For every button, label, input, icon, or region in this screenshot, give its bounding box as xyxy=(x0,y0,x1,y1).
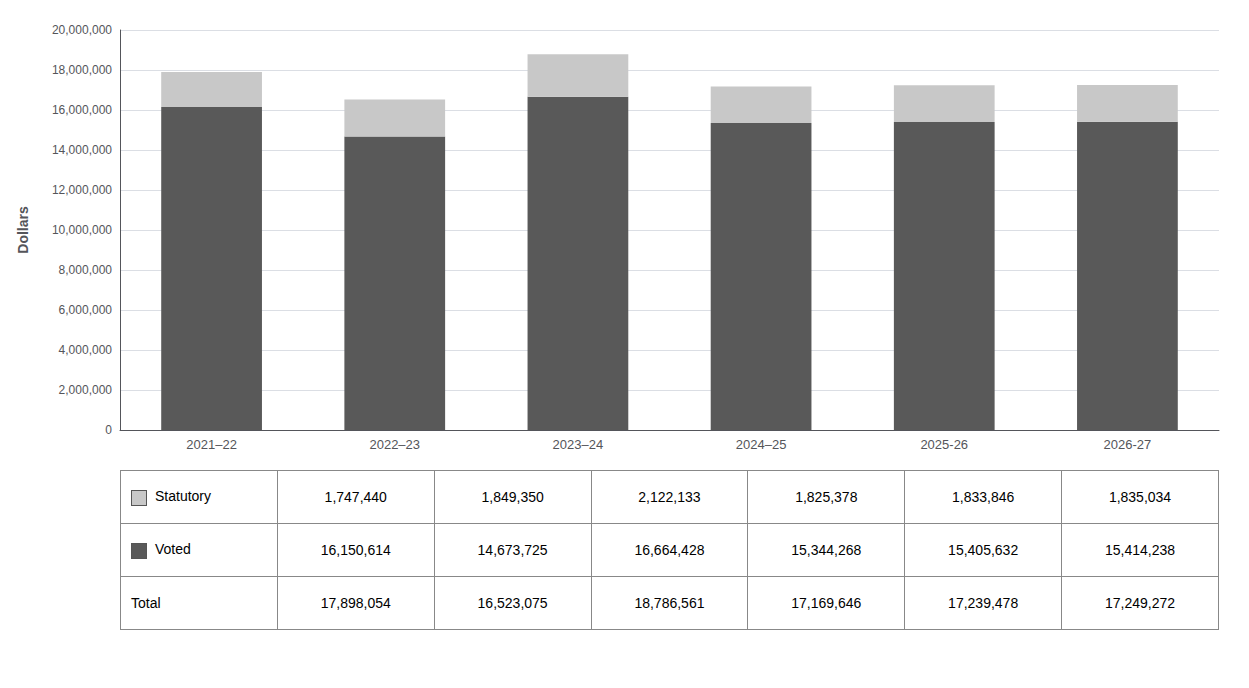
svg-text:2022–23: 2022–23 xyxy=(369,437,420,452)
svg-text:4,000,000: 4,000,000 xyxy=(59,343,113,357)
html-text:16,664,428: 16,664,428 xyxy=(634,542,705,558)
html-text:18,786,561: 18,786,561 xyxy=(634,595,705,611)
svg-text:10,000,000: 10,000,000 xyxy=(52,223,112,237)
svg-text:18,000,000: 18,000,000 xyxy=(52,63,112,77)
html-text:16,523,075: 16,523,075 xyxy=(477,595,548,611)
html-text:14,673,725: 14,673,725 xyxy=(477,542,548,558)
html-text:2,122,133: 2,122,133 xyxy=(638,489,701,505)
svg-text:2024–25: 2024–25 xyxy=(736,437,787,452)
svg-text:2023–24: 2023–24 xyxy=(553,437,604,452)
html-text:Voted: Voted xyxy=(155,541,191,558)
svg-text:14,000,000: 14,000,000 xyxy=(52,143,112,157)
html-text:15,344,268: 15,344,268 xyxy=(791,542,862,558)
svg-text:12,000,000: 12,000,000 xyxy=(52,183,112,197)
html-text:1,825,378: 1,825,378 xyxy=(795,489,858,505)
svg-text:2021–22: 2021–22 xyxy=(186,437,237,452)
svg-text:2,000,000: 2,000,000 xyxy=(59,383,113,397)
svg-text:Dollars: Dollars xyxy=(15,206,31,254)
html-text:15,414,238: 15,414,238 xyxy=(1105,542,1176,558)
html-text:17,239,478: 17,239,478 xyxy=(948,595,1019,611)
svg-text:8,000,000: 8,000,000 xyxy=(59,263,113,277)
html-text:1,833,846: 1,833,846 xyxy=(952,489,1015,505)
html-text:17,898,054: 17,898,054 xyxy=(320,595,391,611)
svg-text:20,000,000: 20,000,000 xyxy=(52,23,112,37)
svg-text:6,000,000: 6,000,000 xyxy=(59,303,113,317)
html-text:17,169,646: 17,169,646 xyxy=(791,595,862,611)
svg-text:0: 0 xyxy=(105,423,112,437)
svg-text:2025-26: 2025-26 xyxy=(920,437,968,452)
html-text:1,835,034: 1,835,034 xyxy=(1108,489,1172,505)
html-text:Total: Total xyxy=(131,595,161,611)
html-text:1,747,440: 1,747,440 xyxy=(324,489,387,505)
html-text:1,849,350: 1,849,350 xyxy=(481,489,544,505)
svg-text:16,000,000: 16,000,000 xyxy=(52,103,112,117)
svg-text:2026-27: 2026-27 xyxy=(1104,437,1152,452)
html-text:15,405,632: 15,405,632 xyxy=(948,542,1019,558)
html-text:16,150,614: 16,150,614 xyxy=(320,542,391,558)
html-text:17,249,272: 17,249,272 xyxy=(1105,595,1176,611)
html-text:Statutory: Statutory xyxy=(155,488,211,505)
